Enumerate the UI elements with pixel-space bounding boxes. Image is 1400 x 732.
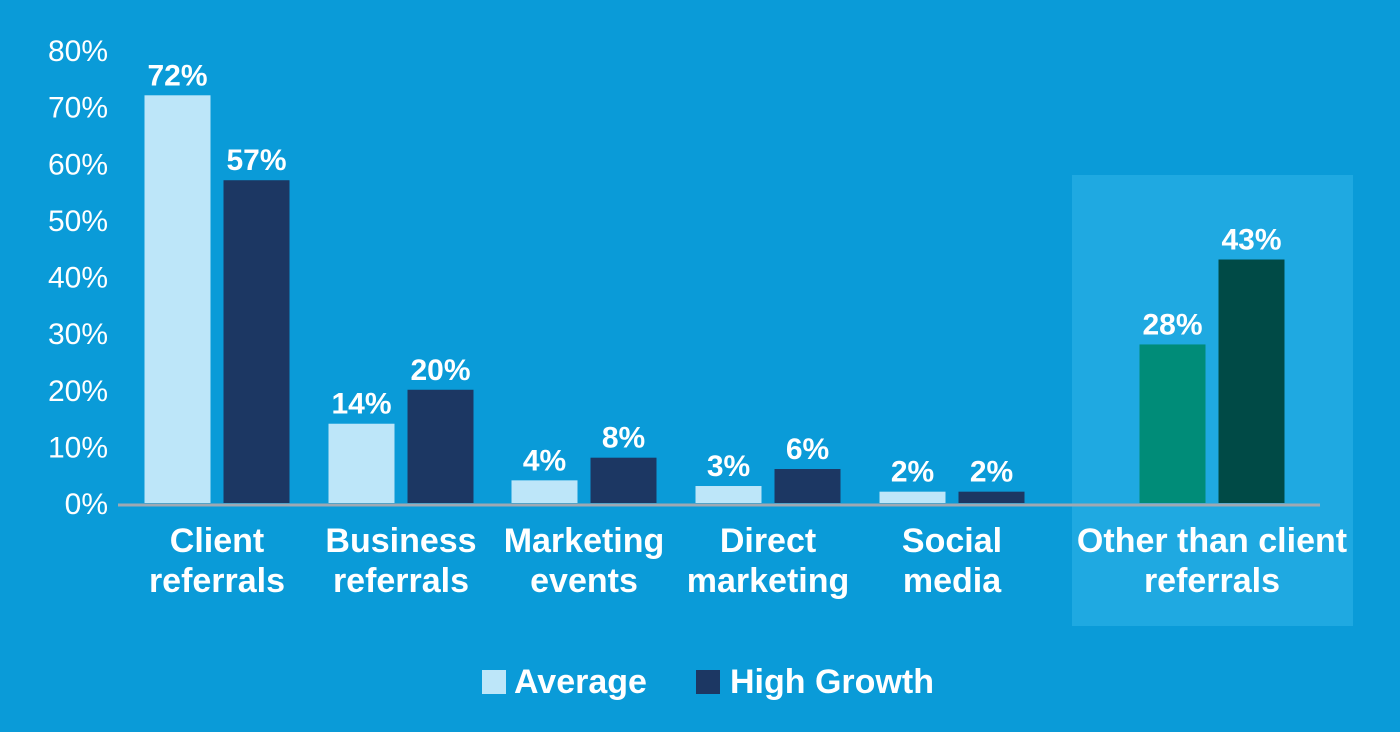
data-label-average: 14% [331,388,391,421]
category-label: Other than client [1077,522,1347,560]
bar-average [328,423,395,503]
y-tick-label: 50% [48,205,108,238]
bar-average [144,95,211,504]
bar-high-growth [1218,259,1285,503]
data-label-high-growth: 6% [786,433,829,466]
data-label-high-growth: 57% [226,144,286,177]
y-axis-ticks: 0% 10% 20% 30% 40% 50% 60% 70% 80% [48,35,108,521]
category-label: Direct [720,522,816,560]
data-label-average: 2% [891,456,934,489]
y-tick-label: 40% [48,262,108,295]
data-label-high-growth: 2% [970,456,1013,489]
category-label: Marketing [504,522,665,560]
category-label: events [530,562,638,600]
y-tick-label: 20% [48,375,108,408]
y-tick-label: 70% [48,92,108,125]
category-labels: ClientreferralsBusinessreferralsMarketin… [149,522,1347,600]
category-label: media [903,562,1002,600]
highlight-panel [1072,175,1353,626]
bar-high-growth [958,491,1025,503]
bar-average [1139,344,1206,503]
category-label: referrals [333,562,469,600]
legend-swatch-high-growth [696,670,720,694]
y-tick-label: 60% [48,148,108,181]
data-label-average: 4% [523,444,566,477]
data-label-average: 72% [147,59,207,92]
legend-label-high-growth: High Growth [730,663,934,701]
bar-high-growth [774,469,841,503]
y-tick-label: 10% [48,431,108,464]
category-label: Social [902,522,1002,560]
category-label: marketing [687,562,850,600]
data-label-high-growth: 20% [410,354,470,387]
bar-high-growth [407,389,474,503]
legend: Average High Growth [482,663,934,701]
data-label-average: 28% [1142,308,1202,341]
y-tick-label: 30% [48,318,108,351]
category-label: Business [325,522,476,560]
category-label: Client [170,522,264,560]
data-labels: 72% 57% 14% 20% 4% 8% 3% 6% 2% 2% 28% 43% [147,59,1281,488]
bar-average [879,491,946,503]
bar-high-growth [223,180,290,504]
category-label: referrals [149,562,285,600]
data-label-high-growth: 43% [1221,224,1281,257]
bar-average [695,486,762,503]
data-label-average: 3% [707,450,750,483]
y-tick-label: 0% [65,488,108,521]
bar-average [511,480,578,503]
bars [144,95,1285,504]
bar-high-growth [590,457,657,503]
legend-label-average: Average [514,663,647,701]
y-tick-label: 80% [48,35,108,68]
data-label-high-growth: 8% [602,422,645,455]
category-label: referrals [1144,562,1280,600]
legend-swatch-average [482,670,506,694]
